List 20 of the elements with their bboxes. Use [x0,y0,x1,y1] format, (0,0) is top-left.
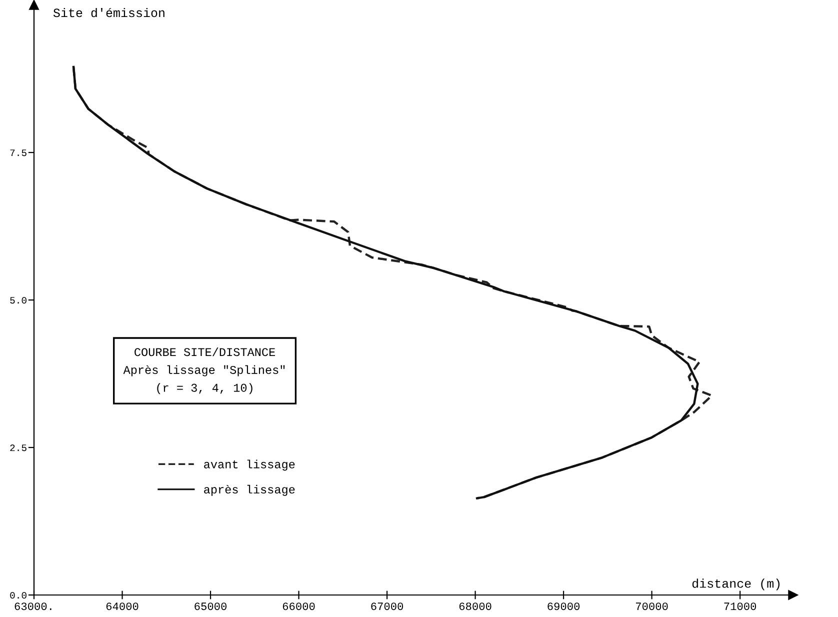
y-tick-label: 2.5 [10,444,26,452]
x-axis-title: distance (m) [692,578,780,590]
x-tick-label: 71000 [724,602,756,610]
x-tick-label: 67000 [371,602,404,610]
legend-label: avant lissage [204,460,295,471]
x-tick-label: 66000 [282,602,315,610]
annotation: Après lissage "Splines" [123,365,285,376]
legend-label: après lissage [204,484,295,496]
annotation: (r = 3, 4, 10) [157,383,252,394]
x-tick-label: 68000 [459,602,492,610]
annotation: COURBE SITE/DISTANCE [134,347,275,356]
x-tick-label: 69000 [548,602,580,610]
y-tick-label: 0.0 [10,592,26,599]
x-tick-label: 65000 [194,602,226,610]
y-tick-label: 5.0 [10,297,26,304]
y-tick-label: 7.5 [10,150,26,156]
x-tick-label: 70000 [636,602,668,610]
x-tick-label: 64000 [106,602,138,610]
y-axis-title: Site d'émission [53,8,164,18]
x-tick-label: 63000. [14,602,52,610]
